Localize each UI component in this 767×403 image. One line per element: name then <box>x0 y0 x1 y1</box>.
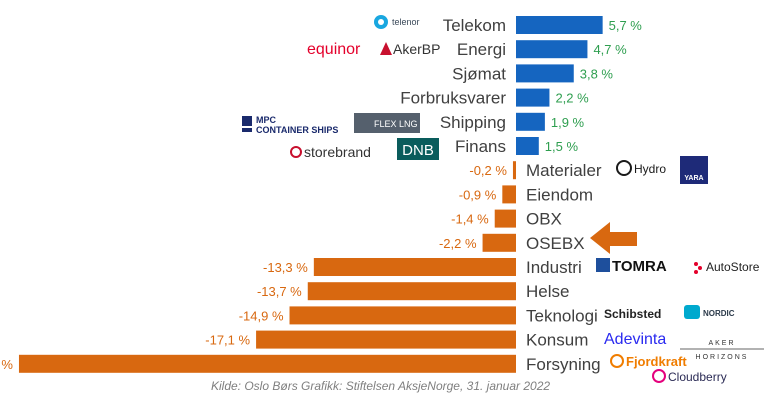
value-label-telekom: 5,7 % <box>609 18 643 33</box>
bar-industri <box>313 258 516 276</box>
category-label-telekom: Telekom <box>443 16 506 35</box>
mpc-logo-line1: MPC <box>256 115 277 125</box>
flexlng-logo-text: FLEX LNG <box>374 119 418 129</box>
value-label-industri: -13,3 % <box>263 260 308 275</box>
telenor-logo: telenor <box>374 15 420 29</box>
bar-eiendom <box>502 185 516 204</box>
equinor-logo-text: equinor <box>307 41 361 58</box>
dnb-logo-text: DNB <box>402 142 434 159</box>
autostore-logo: AutoStore <box>694 260 760 274</box>
bar-forbruksvarer <box>516 88 550 107</box>
category-label-materialer: Materialer <box>526 161 602 180</box>
bar-sjomat <box>516 64 574 83</box>
bar-konsum <box>256 330 516 349</box>
source-note: Kilde: Oslo Børs Grafikk: Stiftelsen Aks… <box>211 379 550 393</box>
category-labels-layer: Telekom Energi Sjømat Forbruksvarer Shipping… <box>400 16 602 374</box>
category-label-teknologi: Teknologi <box>526 306 598 325</box>
value-label-finans: 1,5 % <box>545 139 579 154</box>
value-label-konsum: -17,1 % <box>205 333 250 348</box>
value-label-eiendom: -0,9 % <box>459 187 497 202</box>
tomra-logo-text: TOMRA <box>612 258 667 275</box>
akerbp-logo: AkerBP <box>380 41 440 57</box>
value-label-energi: 4,7 % <box>593 42 627 57</box>
bar-materialer <box>512 161 516 180</box>
yara-logo-text: YARA <box>684 175 703 182</box>
value-label-helse: -13,7 % <box>257 284 302 299</box>
aker-horizons-logo-line2: HORIZONS <box>696 354 749 361</box>
bar-forsyning <box>18 354 517 373</box>
autostore-logo-text: AutoStore <box>706 260 760 274</box>
storebrand-logo: storebrand <box>290 144 371 160</box>
value-label-teknologi: -14,9 % <box>239 308 284 323</box>
category-label-finans: Finans <box>455 137 506 156</box>
bar-osebx <box>482 233 516 252</box>
tomra-logo: TOMRA <box>596 258 667 275</box>
bars-layer <box>18 16 603 373</box>
category-label-forbruksvarer: Forbruksvarer <box>400 89 506 108</box>
nordic-logo-text: NORDIC <box>703 309 735 318</box>
aker-horizons-logo-line1: AKER <box>708 340 735 347</box>
category-label-obx: OBX <box>526 210 562 229</box>
category-label-shipping: Shipping <box>440 113 506 132</box>
value-labels-layer: 5,7 % 4,7 % 3,8 % 2,2 % 1,9 % 1,5 % -0,2 % -0,9… <box>0 18 642 372</box>
mpc-logo: MPC CONTAINER SHIPS <box>242 115 338 135</box>
value-label-obx: -1,4 % <box>451 212 489 227</box>
bar-telekom <box>516 16 603 34</box>
value-label-sjomat: 3,8 % <box>580 66 614 81</box>
category-label-forsyning: Forsyning <box>526 355 601 374</box>
category-label-eiendom: Eiendom <box>526 185 593 204</box>
cloudberry-logo: Cloudberry <box>652 369 727 384</box>
category-label-energi: Energi <box>457 40 506 59</box>
value-label-forbruksvarer: 2,2 % <box>555 91 589 106</box>
cloudberry-logo-text: Cloudberry <box>668 370 727 384</box>
value-label-shipping: 1,9 % <box>551 115 585 130</box>
adevinta-logo-text: Adevinta <box>604 331 666 348</box>
telenor-logo-text: telenor <box>392 17 420 27</box>
bar-shipping <box>516 112 545 131</box>
value-label-osebx: -2,2 % <box>439 236 477 251</box>
value-label-forsyning: -32,7 % <box>0 357 13 372</box>
osebx-arrow-icon <box>590 222 637 254</box>
flexlng-logo: FLEX LNG <box>354 113 420 133</box>
bar-teknologi <box>289 306 516 325</box>
hydro-logo-text: Hydro <box>634 162 666 176</box>
storebrand-logo-text: storebrand <box>304 144 371 160</box>
aker-horizons-logo: AKER HORIZONS <box>680 340 764 361</box>
category-label-sjomat: Sjømat <box>452 64 506 83</box>
bar-helse <box>307 282 516 301</box>
bar-finans <box>516 137 539 155</box>
category-label-konsum: Konsum <box>526 331 588 350</box>
schibsted-logo-text: Schibsted <box>604 307 661 321</box>
fjordkraft-logo: Fjordkraft <box>610 354 687 369</box>
akerbp-logo-text: AkerBP <box>393 41 440 57</box>
dnb-logo: DNB <box>397 138 439 160</box>
yara-logo: YARA <box>680 156 708 184</box>
value-label-materialer: -0,2 % <box>469 163 507 178</box>
mpc-logo-line2: CONTAINER SHIPS <box>256 125 338 135</box>
hydro-logo: Hydro <box>616 160 666 176</box>
category-label-osebx: OSEBX <box>526 234 585 253</box>
nordic-logo: NORDIC <box>684 305 735 319</box>
category-label-industri: Industri <box>526 258 582 277</box>
bar-obx <box>494 209 516 228</box>
fjordkraft-logo-text: Fjordkraft <box>626 354 687 369</box>
category-label-helse: Helse <box>526 282 569 301</box>
bar-energi <box>516 40 588 59</box>
